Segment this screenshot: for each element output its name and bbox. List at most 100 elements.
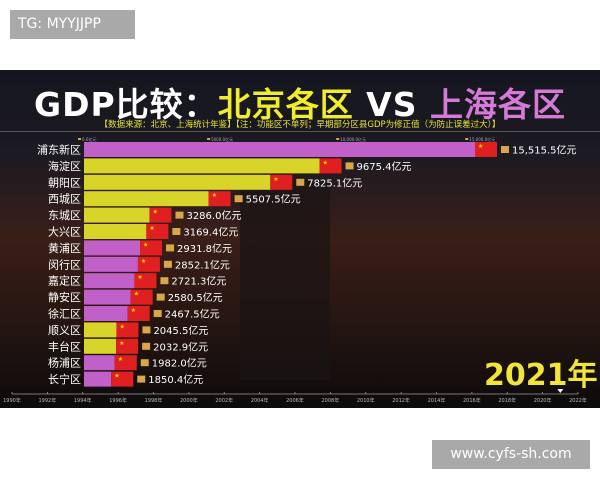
bar-value-label: 2032.9亿元 <box>153 340 208 353</box>
value-tick-label: 15,000.0亿元 <box>469 136 495 142</box>
bar-category-label: 朝阳区 <box>48 176 81 189</box>
bar-value-label: 3286.0亿元 <box>186 209 241 222</box>
flag-star-icon: ★ <box>119 323 124 330</box>
bar <box>84 322 117 338</box>
timeline-tick-label: 2002年 <box>215 397 233 404</box>
flag-star-icon: ★ <box>118 356 123 363</box>
bar-category-label: 静安区 <box>48 290 81 304</box>
bar <box>84 191 209 207</box>
bar <box>84 256 138 272</box>
bar <box>84 207 150 223</box>
china-flag-icon <box>270 174 293 190</box>
timeline-tick-label: 2006年 <box>286 397 304 404</box>
china-flag-icon <box>130 289 153 305</box>
flag-star-icon: ★ <box>149 225 154 232</box>
bar <box>84 224 147 239</box>
bar-value-label: 15,515.5亿元 <box>512 144 577 157</box>
bar-value-label: 1850.4亿元 <box>148 373 203 386</box>
flag-star-icon: ★ <box>137 274 142 281</box>
flag-star-icon: ★ <box>212 192 217 199</box>
bar-category-label: 大兴区 <box>48 225 81 239</box>
bar-category-label: 嘉定区 <box>48 274 81 288</box>
coin-icon <box>296 178 305 186</box>
china-flag-icon <box>319 158 342 174</box>
chart-subtitle: 【数据来源：北京、上海统计年鉴】【注：功能区不单列；早期部分区县GDP为修正值（… <box>99 120 501 130</box>
flag-star-icon: ★ <box>131 307 136 314</box>
timeline-tick-label: 1998年 <box>145 397 163 404</box>
bar <box>84 142 475 157</box>
bar-category-label: 海淀区 <box>48 159 81 173</box>
watermark-tg: TG: MYYJJPP <box>10 10 135 39</box>
bar <box>84 289 131 305</box>
china-flag-icon <box>111 371 134 387</box>
chart-stage: GDP比较：北京各区 VS 上海各区 【数据来源：北京、上海统计年鉴】【注：功能… <box>0 70 600 408</box>
bar-category-label: 东城区 <box>48 209 81 222</box>
bar-category-label: 徐汇区 <box>48 307 81 321</box>
flag-star-icon: ★ <box>273 176 278 183</box>
value-tick-label: 0.0亿元 <box>82 136 96 142</box>
bar-value-label: 7825.1亿元 <box>307 176 362 189</box>
china-flag-icon <box>149 207 172 223</box>
timeline-tick-label: 1990年 <box>3 397 21 404</box>
title-part-1: GDP比较： <box>34 85 218 124</box>
timeline-tick-label: 2004年 <box>251 397 269 404</box>
bar <box>84 371 112 387</box>
title-part-beijing: 北京各区 <box>217 85 354 124</box>
timeline-tick-label: 2012年 <box>392 397 410 404</box>
flag-star-icon: ★ <box>478 143 483 150</box>
bar-category-label: 丰台区 <box>48 339 81 353</box>
bar-category-label: 顺义区 <box>48 324 81 337</box>
china-flag-icon <box>208 191 231 207</box>
timeline-tick-label: 1992年 <box>39 397 57 404</box>
value-tick-label: 10,000.0亿元 <box>340 136 366 142</box>
bar-value-label: 2580.5亿元 <box>168 291 223 304</box>
coin-icon <box>142 326 151 334</box>
value-tick-icon <box>465 138 469 140</box>
timeline-tick-label: 2014年 <box>428 397 446 404</box>
value-tick-icon <box>336 138 340 140</box>
coin-icon <box>142 342 151 350</box>
timeline-tick-label: 2000年 <box>180 397 198 404</box>
bar-value-label: 2852.1亿元 <box>175 258 230 271</box>
china-flag-icon <box>137 256 160 272</box>
bar-category-label: 黄浦区 <box>48 241 81 255</box>
bar-category-label: 闵行区 <box>48 257 81 271</box>
bar-value-label: 2467.5亿元 <box>165 308 220 321</box>
current-year-label: 2021年 <box>484 358 598 393</box>
coin-icon <box>137 375 146 383</box>
flag-star-icon: ★ <box>323 159 328 166</box>
flag-star-icon: ★ <box>143 241 148 248</box>
bar-value-label: 2931.8亿元 <box>177 242 232 255</box>
flag-star-icon: ★ <box>114 373 119 380</box>
coin-icon <box>156 293 165 301</box>
coin-icon <box>160 277 169 285</box>
bar <box>84 158 320 174</box>
flag-star-icon: ★ <box>119 340 124 347</box>
bar <box>84 306 128 321</box>
flag-star-icon: ★ <box>134 291 139 298</box>
bar <box>84 273 135 289</box>
title-part-shanghai: 上海各区 <box>429 85 566 124</box>
coin-icon <box>172 228 181 235</box>
divider <box>0 131 600 132</box>
bar-category-label: 长宁区 <box>48 372 81 386</box>
bar-value-label: 2721.3亿元 <box>171 275 226 288</box>
coin-icon <box>166 244 175 252</box>
timeline-tick-label: 1996年 <box>109 397 127 404</box>
value-tick-icon <box>78 138 81 140</box>
bar-value-label: 2045.5亿元 <box>153 324 208 337</box>
coin-icon <box>163 260 172 268</box>
china-flag-icon <box>475 142 497 157</box>
bar-category-label: 杨浦区 <box>48 356 81 370</box>
timeline-tick-label: 2010年 <box>357 397 375 404</box>
bar <box>84 174 271 190</box>
bar <box>84 338 117 354</box>
watermark-site: www.cyfs-sh.com <box>432 440 590 469</box>
flag-star-icon: ★ <box>141 258 146 265</box>
coin-icon <box>345 162 354 170</box>
bar-value-label: 5507.5亿元 <box>246 193 301 206</box>
timeline-tick-label: 2016年 <box>463 397 481 404</box>
timeline-tick-label: 2008年 <box>322 397 340 404</box>
china-flag-icon <box>116 322 139 338</box>
